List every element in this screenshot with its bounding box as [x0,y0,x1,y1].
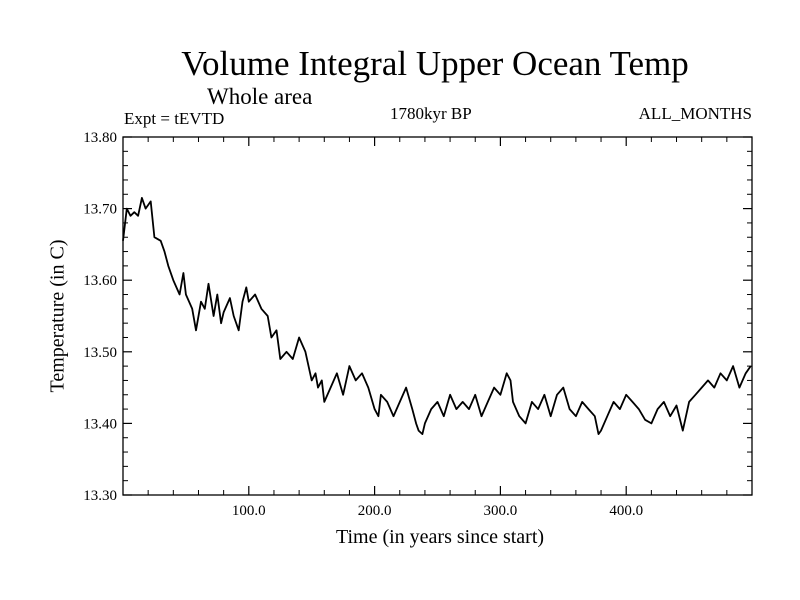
x-tick-label: 400.0 [609,503,643,519]
y-tick-label: 13.70 [83,202,117,218]
x-axis: 100.0 200.0 300.0 400.0 [147,137,728,519]
x-axis-label: Time (in years since start) [335,526,545,548]
chart-title: Volume Integral Upper Ocean Temp [181,44,689,83]
y-tick-label: 13.60 [83,273,117,289]
experiment-label: Expt = tEVTD [124,109,225,128]
chart-subtitle: Whole area [207,84,313,109]
y-tick-label: 13.50 [83,345,117,361]
y-tick-label: 13.40 [83,416,117,432]
y-tick-label: 13.30 [83,488,117,504]
plot-frame [122,136,753,496]
x-tick-label: 200.0 [358,503,392,519]
x-tick-label: 300.0 [484,503,518,519]
x-tick-label: 100.0 [232,503,266,519]
period-label: 1780kyr BP [390,104,472,123]
temperature-series-line [122,197,752,435]
y-axis: 13.30 13.40 13.50 13.60 13.70 13.80 [83,130,752,504]
season-label: ALL_MONTHS [638,104,752,123]
y-tick-label: 13.80 [83,130,117,146]
